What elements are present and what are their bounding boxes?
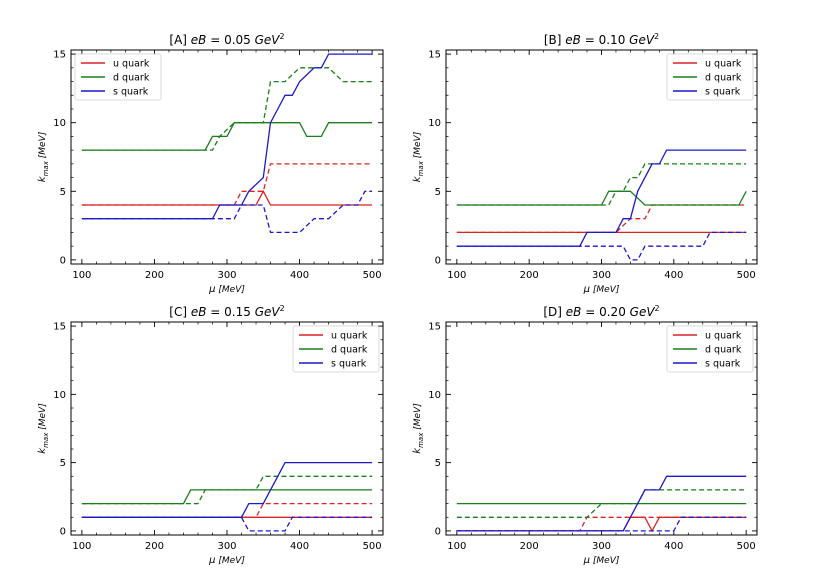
x-tick-label: 400: [290, 270, 309, 281]
s-quark-dashed-line: [456, 516, 747, 532]
legend-frame: [292, 325, 380, 373]
plot-frame: [445, 321, 758, 536]
y-tick-label: 5: [60, 458, 66, 469]
y-tick-label: 5: [435, 458, 441, 469]
s-quark-solid-line: [81, 461, 373, 518]
y-axis-label: kmax [MeV]: [37, 131, 50, 182]
s-quark-dashed-line: [81, 190, 373, 234]
y-tick-label: 5: [435, 187, 441, 198]
x-tick-label: 100: [72, 541, 91, 552]
d-quark-dashed-line: [456, 163, 747, 206]
s-quark-legend-label: s quark: [113, 87, 149, 98]
y-tick-label: 15: [428, 50, 441, 61]
s-quark-legend-label: s quark: [331, 359, 367, 370]
s-quark-dashed-line: [456, 231, 747, 261]
y-tick-label: 0: [435, 526, 441, 537]
u-quark-legend-label: u quark: [113, 59, 150, 70]
legend: u quark d quark s quark: [666, 325, 754, 373]
x-axis-label: μ [MeV]: [208, 284, 245, 295]
x-tick-label: 500: [737, 541, 756, 552]
legend: u quark d quark s quark: [74, 53, 162, 101]
panel-title: [A] eB = 0.05 GeV2: [169, 32, 284, 47]
x-tick-label: 200: [520, 270, 539, 281]
d-quark-dashed-line: [81, 475, 373, 505]
panel-d: 100 200 300 400 500 0 5 10 15 [D] eB = 0.20 GeV2 μ…: [412, 304, 758, 566]
s-quark-legend-label: s quark: [705, 87, 741, 98]
y-tick-label: 5: [60, 187, 66, 198]
s-quark-legend-label: s quark: [705, 359, 741, 370]
x-tick-label: 400: [664, 270, 683, 281]
y-tick-label: 10: [428, 118, 441, 129]
x-tick-label: 500: [363, 541, 382, 552]
plot-frame: [70, 321, 384, 536]
legend-frame: [666, 53, 754, 101]
y-tick-label: 0: [60, 526, 66, 537]
x-tick-label: 200: [520, 541, 539, 552]
y-axis-label: kmax [MeV]: [37, 403, 50, 454]
u-quark-solid-line: [81, 189, 373, 206]
panel-c: 100 200 300 400 500 0 5 10 15 [C] eB = 0.15 GeV2 μ…: [37, 304, 384, 566]
x-tick-label: 200: [145, 270, 164, 281]
d-quark-solid-line: [456, 190, 747, 206]
legend-frame: [74, 53, 162, 101]
d-quark-legend-label: d quark: [705, 345, 742, 356]
u-quark-legend-label: u quark: [705, 59, 742, 70]
y-tick-label: 10: [428, 390, 441, 401]
x-tick-label: 300: [592, 541, 611, 552]
s-quark-dashed-line: [81, 516, 373, 532]
x-tick-label: 200: [145, 541, 164, 552]
u-quark-solid-line: [456, 516, 747, 533]
s-quark-solid-line: [456, 149, 747, 247]
y-tick-label: 15: [428, 322, 441, 333]
x-tick-label: 400: [290, 541, 309, 552]
y-tick-label: 0: [435, 255, 441, 266]
d-quark-dashed-line: [81, 67, 373, 151]
legend: u quark d quark s quark: [666, 53, 754, 101]
u-quark-dashed-line: [81, 502, 373, 518]
y-tick-label: 15: [53, 322, 66, 333]
u-quark-dashed-line: [81, 163, 373, 206]
y-tick-label: 10: [53, 390, 66, 401]
x-tick-label: 400: [664, 541, 683, 552]
u-quark-legend-label: u quark: [705, 331, 742, 342]
u-quark-dashed-line: [456, 204, 747, 234]
d-quark-legend-label: d quark: [705, 73, 742, 84]
legend-frame: [666, 325, 754, 373]
panel-title: [C] eB = 0.15 GeV2: [169, 304, 284, 319]
x-tick-label: 100: [72, 270, 91, 281]
x-tick-label: 300: [592, 270, 611, 281]
u-quark-dashed-line: [456, 516, 747, 532]
d-quark-solid-line: [81, 489, 373, 505]
x-tick-label: 100: [447, 270, 466, 281]
plot-frame: [70, 49, 384, 265]
y-axis-label: kmax [MeV]: [412, 403, 425, 454]
panel-a: 100 200 300 400 500 0 5 10 15 [A] eB = 0.05 GeV2 μ…: [37, 32, 384, 295]
x-tick-label: 300: [217, 270, 236, 281]
x-tick-label: 100: [447, 541, 466, 552]
y-tick-label: 0: [60, 255, 66, 266]
x-tick-label: 500: [363, 270, 382, 281]
d-quark-dashed-line: [456, 489, 747, 518]
u-quark-legend-label: u quark: [331, 331, 368, 342]
d-quark-solid-line: [81, 122, 373, 151]
x-tick-label: 500: [737, 270, 756, 281]
d-quark-legend-label: d quark: [331, 345, 368, 356]
s-quark-solid-line: [81, 53, 373, 220]
y-tick-label: 15: [53, 50, 66, 61]
panel-title: [B] eB = 0.10 GeV2: [544, 32, 659, 47]
x-axis-label: μ [MeV]: [583, 555, 620, 566]
panel-title: [D] eB = 0.20 GeV2: [543, 304, 659, 319]
plot-frame: [445, 49, 758, 265]
x-tick-label: 300: [217, 541, 236, 552]
s-quark-solid-line: [456, 475, 747, 532]
legend: u quark d quark s quark: [292, 325, 380, 373]
x-axis-label: μ [MeV]: [208, 555, 245, 566]
d-quark-legend-label: d quark: [113, 73, 150, 84]
x-axis-label: μ [MeV]: [583, 284, 620, 295]
y-tick-label: 10: [53, 118, 66, 129]
y-axis-label: kmax [MeV]: [412, 131, 425, 182]
panel-b: 100 200 300 400 500 0 5 10 15 [B] eB = 0.10 GeV2 μ…: [412, 32, 758, 295]
